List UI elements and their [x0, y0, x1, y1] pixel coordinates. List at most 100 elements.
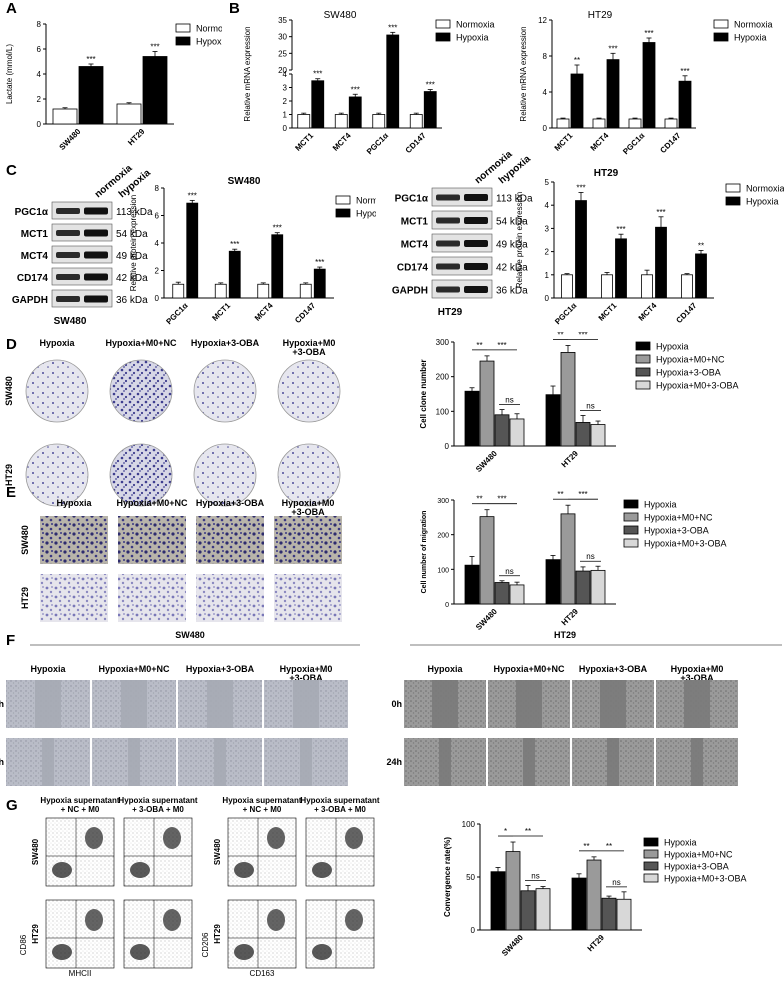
column-header: Hypoxia+M0 — [283, 338, 336, 348]
chart-title: SW480 — [228, 176, 261, 187]
blot-band — [84, 229, 108, 237]
panel-letter-e: E — [6, 484, 17, 501]
legend-label: Hypoxia — [196, 37, 222, 47]
significance-mark: ns — [505, 567, 513, 576]
legend-label: Hypoxia+M0+3-OBA — [656, 381, 739, 391]
legend-label: Hypoxia+M0+3-OBA — [644, 539, 727, 549]
blot-band — [436, 194, 460, 201]
legend-label: Hypoxia — [456, 33, 489, 43]
y-axis-label: Lactate (mmol/L) — [5, 44, 14, 104]
bar — [509, 584, 525, 605]
significance-mark: ns — [505, 396, 513, 405]
scratch-gap — [439, 738, 451, 786]
y-tick-label: 8 — [543, 52, 548, 61]
legend-label: Hypoxia — [644, 500, 677, 510]
blot-membrane — [51, 201, 113, 220]
y-tick-label: 2 — [545, 248, 550, 257]
colony-plate — [109, 443, 173, 507]
legend-swatch — [713, 32, 729, 42]
y-tick-label: 20 — [278, 66, 287, 75]
significance-mark: *** — [150, 43, 159, 52]
y-tick-label: 0 — [155, 294, 160, 303]
significance-mark: *** — [388, 23, 397, 32]
cell-cluster — [267, 827, 285, 849]
legend-swatch — [623, 525, 639, 535]
y-tick-label: 5 — [545, 178, 550, 187]
row-header: 24h — [386, 757, 402, 767]
column-header: +3-OBA — [292, 347, 326, 357]
significance-mark: *** — [188, 191, 197, 200]
transwell-image — [40, 516, 108, 564]
y-tick-label: 0 — [445, 442, 450, 451]
scratch-gap — [293, 680, 319, 728]
y-tick-label: 4 — [37, 70, 42, 79]
blot-cell-label: SW480 — [54, 316, 87, 327]
blot-band — [436, 286, 460, 293]
significance-mark: ns — [612, 878, 620, 887]
blot-band — [464, 240, 488, 247]
y-tick-label: 0 — [543, 124, 548, 133]
transwell-image — [40, 574, 108, 622]
blot-membrane — [51, 223, 113, 242]
significance-mark: *** — [86, 55, 95, 64]
scratch-gap — [607, 738, 619, 786]
significance-mark: *** — [578, 490, 587, 499]
y-tick-label: 6 — [155, 212, 160, 221]
row-header: HT29 — [213, 924, 222, 944]
legend-swatch — [335, 208, 351, 218]
column-header: Hypoxia+M0+NC — [493, 664, 565, 674]
panel-letter-b: B — [229, 0, 240, 17]
cell-cluster — [52, 862, 72, 878]
y-tick-label: 12 — [538, 16, 547, 25]
significance-mark: ** — [698, 241, 704, 250]
flow-plot — [123, 899, 193, 969]
legend-swatch — [435, 32, 451, 42]
colony-plate — [109, 359, 173, 423]
blot-kda-label: 54 kDa — [496, 217, 528, 228]
blot-kda-label: 54 kDa — [116, 229, 148, 240]
x-axis-label: CD163 — [250, 969, 275, 978]
chart-mrna-sw480: 0 1 2 3 420 25 30 35 Relative mRNA expression SW4… — [243, 10, 495, 156]
significance-mark: ** — [557, 332, 563, 339]
legend-label: Hypoxia+3-OBA — [644, 526, 709, 536]
blot-membrane — [51, 267, 113, 286]
y-tick-label: 200 — [437, 533, 449, 540]
colony-plate — [277, 443, 341, 507]
chart-title: HT29 — [588, 10, 613, 21]
blot-band — [56, 208, 80, 214]
colony-plate — [277, 359, 341, 423]
column-header: Hypoxia supernatant — [222, 796, 301, 805]
y-tick-label: 8 — [155, 184, 160, 193]
blot-band — [464, 286, 488, 293]
blot-band — [56, 252, 80, 258]
legend-swatch — [643, 849, 659, 859]
y-axis-label: CD206 — [201, 932, 210, 957]
bar — [601, 897, 617, 931]
legend-swatch — [635, 354, 651, 364]
blot-band — [464, 194, 488, 201]
colony-plate — [25, 443, 89, 507]
y-tick-label: 4 — [283, 70, 288, 79]
bar — [616, 898, 632, 931]
y-tick-label: 0 — [283, 124, 288, 133]
blot-membrane — [51, 245, 113, 264]
bar — [490, 871, 506, 931]
cell-cluster — [234, 944, 254, 960]
y-tick-label: 6 — [37, 45, 42, 54]
significance-mark: ** — [583, 842, 589, 851]
blot-band — [436, 217, 460, 224]
legend-swatch — [713, 19, 729, 29]
y-tick-label: 300 — [436, 338, 450, 347]
blot-kda-label: 36 kDa — [116, 295, 148, 306]
flow-plot — [305, 899, 375, 969]
y-axis-label: Relative protein expression — [129, 195, 138, 292]
scratch-gap — [35, 680, 61, 728]
chart-title: SW480 — [324, 10, 357, 21]
row-header: HT29 — [31, 924, 40, 944]
y-tick-label: 100 — [462, 820, 476, 829]
blot-band — [84, 207, 108, 215]
scratch-gap — [300, 738, 312, 786]
